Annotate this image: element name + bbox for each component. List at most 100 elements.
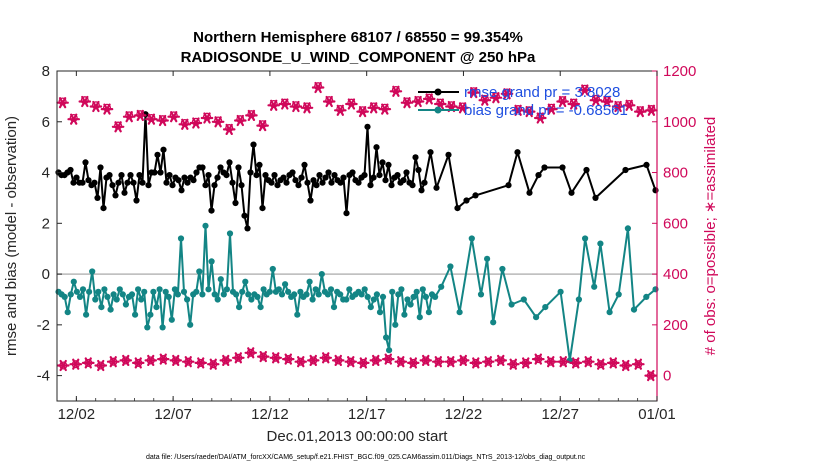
obs-assimilated-marker: [500, 88, 514, 100]
series-0-point: [292, 177, 299, 184]
series-0-point: [124, 179, 131, 186]
obs-assimilated-marker: [357, 357, 370, 369]
obs-assimilated-marker-stroke: [170, 111, 178, 123]
x-tick-label: 12/02: [58, 406, 96, 423]
obs-assimilated-marker: [367, 102, 380, 114]
series-1-point: [422, 293, 429, 300]
obs-assimilated-marker-stroke: [172, 354, 180, 366]
series-0-point: [280, 174, 287, 181]
series-1-point: [542, 304, 549, 311]
obs-possible-marker: [514, 105, 523, 114]
obs-assimilated-marker-stroke: [297, 356, 305, 368]
obs-assimilated-marker-stroke: [425, 93, 433, 105]
series-0-point: [118, 172, 125, 179]
obs-assimilated-marker: [611, 100, 625, 113]
series-0-point: [472, 192, 479, 199]
obs-assimilated-marker: [411, 95, 425, 108]
series-1-point: [79, 286, 87, 293]
obs-assimilated-marker: [569, 357, 583, 369]
obs-possible-marker: [447, 101, 456, 110]
obs-assimilated-marker-stroke: [281, 98, 289, 110]
obs-assimilated-marker: [469, 357, 483, 369]
series-1-point: [95, 288, 102, 295]
series-0-point: [85, 177, 92, 184]
series-0-point: [250, 141, 257, 148]
obs-assimilated-marker: [581, 356, 595, 368]
obs-assimilated-marker-stroke: [571, 357, 580, 369]
y2-tick-label: 1000: [663, 114, 696, 131]
obs-assimilated-marker-stroke: [97, 359, 105, 372]
series-1-point: [407, 301, 414, 308]
x-tick-label: 12/22: [445, 406, 483, 423]
series-1-point: [217, 276, 224, 283]
obs-possible-marker: [614, 101, 623, 110]
obs-assimilated-marker-stroke: [347, 98, 356, 110]
obs-assimilated-marker: [267, 99, 280, 111]
series-1-point: [266, 288, 273, 295]
obs-assimilated-marker-stroke: [547, 103, 556, 115]
obs-assimilated-marker: [322, 95, 336, 108]
obs-assimilated-marker: [419, 354, 432, 366]
series-1-point: [306, 278, 313, 285]
series-1-point: [211, 291, 218, 298]
legend-rmse-marker: [434, 88, 442, 96]
obs-assimilated-marker: [511, 104, 525, 116]
series-0-point: [145, 182, 152, 189]
series-1-point: [187, 321, 194, 328]
series-0-point: [136, 172, 143, 179]
obs-assimilated-marker-stroke: [209, 358, 217, 370]
series-1-point: [315, 291, 322, 298]
obs-assimilated-marker: [369, 354, 382, 366]
obs-assimilated-marker-stroke: [514, 104, 522, 116]
obs-assimilated-marker-stroke: [92, 100, 100, 113]
series-1-point: [171, 286, 178, 293]
series-0-point: [73, 174, 80, 181]
series-0-point: [94, 194, 101, 201]
obs-assimilated-marker: [394, 356, 408, 368]
obs-assimilated-marker: [56, 97, 69, 109]
series-1-point: [468, 235, 475, 242]
series-0-point: [394, 172, 401, 179]
series-0-point: [181, 174, 188, 181]
obs-assimilated-marker-stroke: [225, 123, 233, 135]
series-0-point: [178, 187, 185, 194]
obs-assimilated-marker-stroke: [336, 104, 344, 116]
series-0: [55, 111, 659, 232]
y-axis-label: rmse and bias (model - observation): [3, 116, 20, 356]
series-1-point: [484, 255, 491, 262]
series-0-point: [325, 169, 332, 176]
series-1-point: [254, 293, 261, 300]
series-1-point: [199, 291, 206, 298]
series-1-point: [432, 293, 439, 300]
series-1-point: [282, 281, 289, 288]
obs-assimilated-marker-stroke: [447, 356, 455, 368]
obs-assimilated-marker-stroke: [303, 102, 311, 114]
series-0-point: [385, 161, 392, 168]
obs-assimilated-marker-stroke: [309, 354, 317, 366]
series-1-point: [159, 324, 166, 331]
series-1-point: [177, 235, 185, 242]
obs-assimilated-marker-stroke: [134, 357, 142, 369]
legend-rmse-label: rmse grand pr = 3.8028: [464, 84, 620, 101]
series-0-point: [514, 149, 521, 156]
series-1-point: [392, 321, 399, 328]
obs-possible-marker: [336, 105, 345, 114]
obs-assimilated-marker-stroke: [609, 357, 618, 369]
series-0-point: [328, 179, 335, 186]
series-1-point: [141, 288, 148, 295]
series-1-point: [196, 268, 203, 275]
series-1-point: [83, 311, 90, 318]
obs-assimilated-marker: [545, 103, 558, 115]
obs-assimilated-marker: [444, 356, 457, 368]
series-1-point: [220, 291, 227, 298]
series-1-point: [346, 286, 353, 293]
series-0-point: [238, 182, 245, 189]
series-1-point: [447, 263, 454, 270]
series-0-point: [301, 161, 308, 168]
obs-assimilated-marker: [600, 95, 614, 108]
obs-assimilated-marker-stroke: [114, 121, 122, 133]
series-0-point: [400, 177, 407, 184]
obs-assimilated-marker: [594, 358, 608, 370]
series-0-point: [193, 169, 200, 176]
obs-assimilated-marker-stroke: [569, 98, 578, 110]
